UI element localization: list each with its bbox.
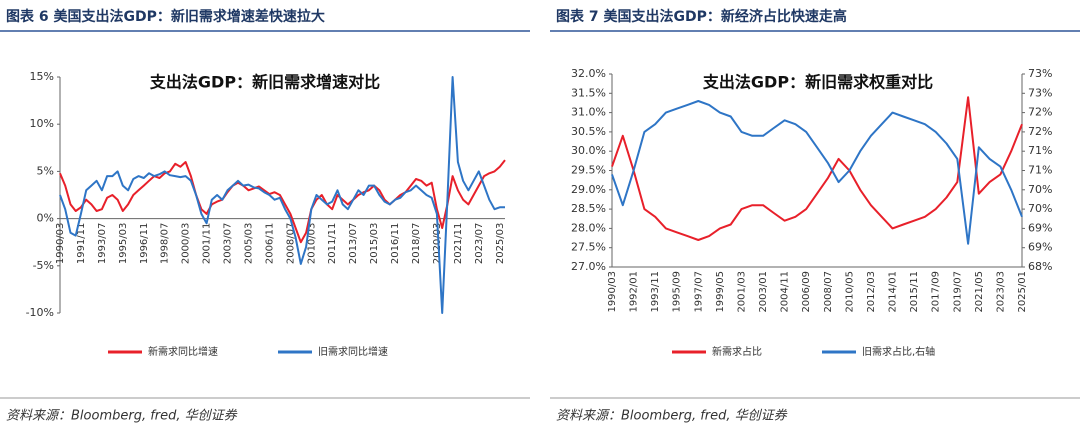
x-tick-label: 2017/09	[931, 271, 942, 313]
x-tick-label: 2018/07	[411, 223, 422, 265]
y2-tick-label: 68%	[1028, 260, 1052, 273]
x-tick-label: 2008/07	[285, 223, 296, 265]
x-tick-label: 2015/11	[909, 271, 920, 313]
x-tick-label: 1995/09	[672, 271, 683, 313]
legend-label: 旧需求占比,右轴	[862, 345, 935, 358]
x-tick-label: 1998/07	[160, 223, 171, 265]
x-tick-label: 2003/01	[758, 271, 769, 313]
y2-tick-label: 69%	[1028, 221, 1052, 234]
x-tick-label: 2006/09	[801, 271, 812, 313]
x-tick-label: 1995/03	[118, 223, 129, 265]
x-tick-label: 1996/11	[139, 223, 150, 265]
y-tick-label: 15%	[30, 70, 54, 83]
y-tick-label: 29.5%	[571, 164, 606, 177]
x-tick-label: 2001/03	[736, 271, 747, 313]
x-tick-label: 2000/03	[181, 223, 192, 265]
x-tick-label: 2020/03	[432, 223, 443, 265]
y2-tick-label: 70%	[1028, 202, 1052, 215]
x-tick-label: 2014/01	[888, 271, 899, 313]
y-tick-label: 28.5%	[571, 202, 606, 215]
y2-tick-label: 71%	[1028, 164, 1052, 177]
x-tick-label: 2013/07	[348, 223, 359, 265]
x-tick-label: 1993/07	[97, 223, 108, 265]
source-note: 资料来源：Bloomberg, fred, 华创证券	[6, 409, 238, 424]
y-tick-label: 31.0%	[571, 106, 606, 119]
x-tick-label: 1991/11	[76, 223, 87, 265]
legend-label: 新需求同比增速	[148, 345, 218, 358]
x-tick-label: 2025/03	[495, 223, 506, 265]
x-tick-label: 2012/03	[866, 271, 877, 313]
y-tick-label: 0%	[37, 212, 54, 225]
x-tick-label: 2019/07	[952, 271, 963, 313]
y-tick-label: 5%	[37, 164, 54, 177]
y-tick-label: 29.0%	[571, 183, 606, 196]
series-line	[611, 96, 1023, 241]
x-tick-label: 2010/03	[306, 223, 317, 265]
x-tick-label: 1990/03	[607, 271, 618, 313]
x-tick-label: 2025/01	[1017, 271, 1028, 313]
x-tick-label: 2021/05	[974, 271, 985, 313]
y2-tick-label: 73%	[1028, 67, 1052, 80]
y-tick-label: 30.0%	[571, 144, 606, 157]
y2-tick-label: 72%	[1028, 106, 1052, 119]
legend-label: 新需求占比	[712, 345, 762, 358]
y-tick-label: 10%	[30, 117, 54, 130]
x-tick-label: 2016/11	[390, 223, 401, 265]
y-tick-label: 30.5%	[571, 125, 606, 138]
y-tick-label: 27.0%	[571, 260, 606, 273]
x-tick-label: 1999/05	[715, 271, 726, 313]
y-tick-label: 32.0%	[571, 67, 606, 80]
chart-title: 支出法GDP：新旧需求增速对比	[149, 73, 380, 92]
x-tick-label: 1997/07	[693, 271, 704, 313]
y-tick-label: 31.5%	[571, 86, 606, 99]
x-tick-label: 2003/07	[223, 223, 234, 265]
x-tick-label: 2006/11	[264, 223, 275, 265]
y-tick-label: -5%	[33, 259, 54, 272]
y-tick-label: -10%	[26, 306, 54, 319]
x-tick-label: 2021/11	[453, 223, 464, 265]
series-line	[611, 100, 1023, 245]
x-tick-label: 2004/11	[780, 271, 791, 313]
x-tick-label: 2023/07	[474, 223, 485, 265]
y2-tick-label: 70%	[1028, 183, 1052, 196]
figure-caption: 图表 7 美国支出法GDP：新经济占比快速走高	[556, 8, 847, 25]
source-note: 资料来源：Bloomberg, fred, 华创证券	[556, 409, 788, 424]
x-tick-label: 1990/03	[55, 223, 66, 265]
y-tick-label: 27.5%	[571, 241, 606, 254]
x-tick-label: 1992/01	[629, 271, 640, 313]
series-line	[59, 159, 506, 244]
x-tick-label: 2001/11	[202, 223, 213, 265]
x-tick-label: 2005/03	[243, 223, 254, 265]
figure-caption: 图表 6 美国支出法GDP：新旧需求增速差快速拉大	[6, 8, 325, 25]
series-line	[59, 76, 505, 314]
y-tick-label: 28.0%	[571, 221, 606, 234]
y2-tick-label: 71%	[1028, 144, 1052, 157]
y2-tick-label: 73%	[1028, 86, 1052, 99]
y2-tick-label: 72%	[1028, 125, 1052, 138]
x-tick-label: 2008/07	[823, 271, 834, 313]
y2-tick-label: 69%	[1028, 241, 1052, 254]
x-tick-label: 2023/03	[995, 271, 1006, 313]
x-tick-label: 2015/03	[369, 223, 380, 265]
x-tick-label: 2010/05	[844, 271, 855, 313]
x-tick-label: 1993/11	[650, 271, 661, 313]
x-tick-label: 2011/11	[327, 223, 338, 265]
legend-label: 旧需求同比增速	[318, 345, 388, 358]
chart-title: 支出法GDP：新旧需求权重对比	[702, 73, 933, 92]
